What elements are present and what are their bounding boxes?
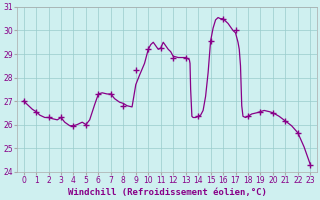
X-axis label: Windchill (Refroidissement éolien,°C): Windchill (Refroidissement éolien,°C) bbox=[68, 188, 266, 197]
